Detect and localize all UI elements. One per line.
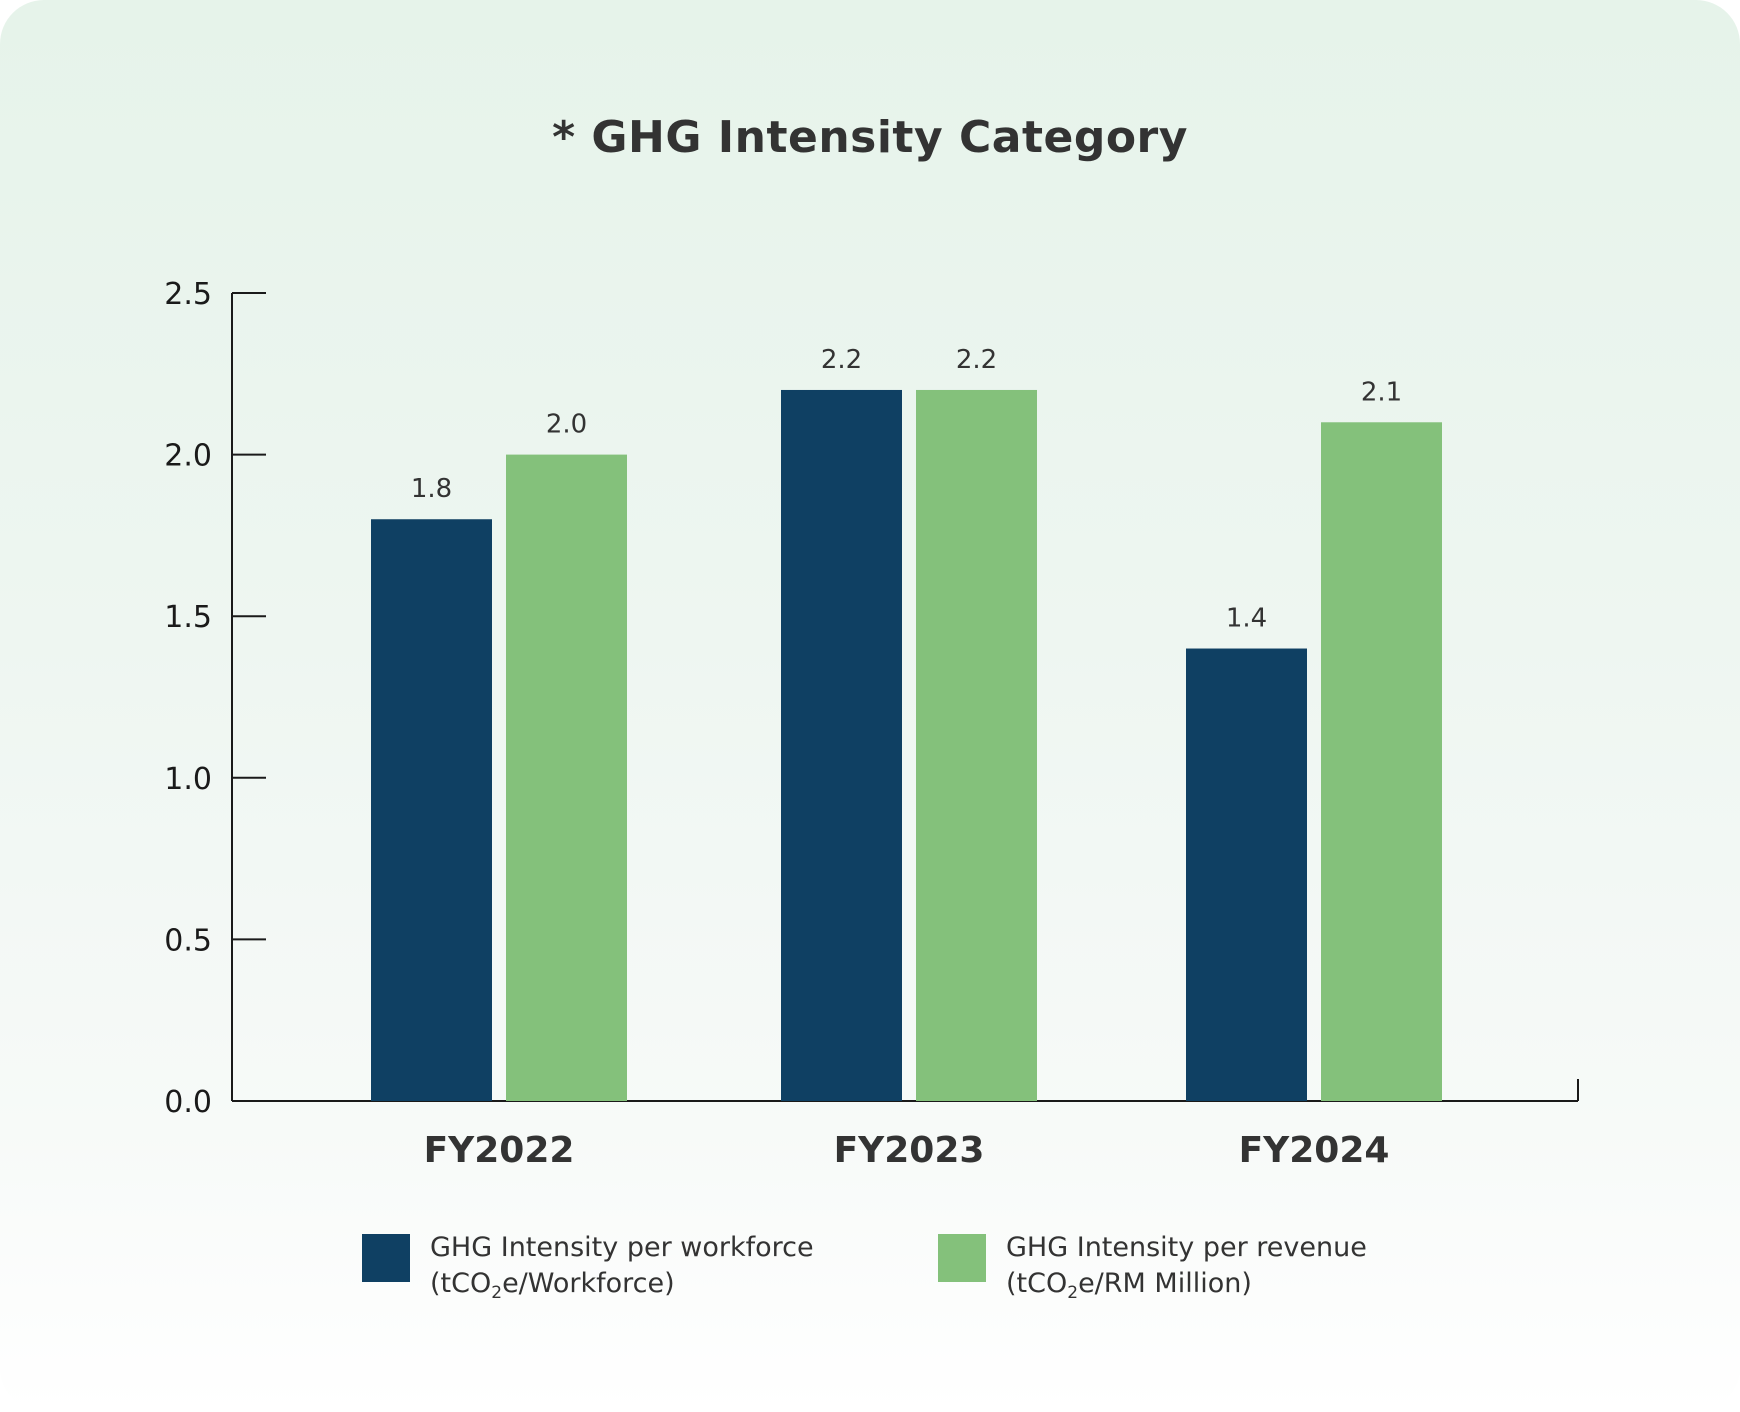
legend-label-revenue-line2: (tCO2e/RM Million) [1006, 1268, 1252, 1303]
bar-revenue-fy2022 [506, 454, 627, 1102]
y-tick-label: 1.5 [164, 600, 212, 635]
y-tick-label: 2.0 [164, 439, 212, 474]
bar-chart: 0.0 0.5 1.0 1.5 2.0 2.5 1.8 2.0 FY2022 2.2 2.2 FY20… [164, 277, 1579, 1171]
bar-workforce-fy2024 [1186, 648, 1307, 1101]
legend-swatch-workforce [362, 1234, 410, 1282]
y-tick-label: 1.0 [164, 762, 212, 797]
data-label: 2.2 [956, 345, 997, 375]
data-label: 1.8 [411, 474, 452, 504]
legend-label-workforce-line2: (tCO2e/Workforce) [430, 1268, 675, 1303]
legend: GHG Intensity per workforce (tCO2e/Workf… [0, 1230, 1740, 1310]
x-tick-label: FY2023 [834, 1130, 985, 1171]
y-tick-label: 0.5 [164, 923, 212, 958]
legend-label-revenue-line1: GHG Intensity per revenue [1006, 1232, 1367, 1263]
bar-revenue-fy2023 [916, 389, 1037, 1102]
legend-label-workforce-line1: GHG Intensity per workforce [430, 1232, 814, 1263]
bar-revenue-fy2024 [1321, 422, 1442, 1101]
bar-workforce-fy2023 [781, 389, 902, 1102]
x-tick-label: FY2022 [424, 1130, 575, 1171]
data-label: 2.1 [1361, 377, 1402, 407]
y-tick-label: 2.5 [164, 277, 212, 312]
bar-workforce-fy2022 [371, 519, 492, 1101]
data-label: 2.2 [821, 345, 862, 375]
data-label: 2.0 [546, 410, 587, 440]
chart-title: * GHG Intensity Category [552, 112, 1188, 163]
legend-swatch-revenue [938, 1234, 986, 1282]
x-tick-label: FY2024 [1239, 1130, 1390, 1171]
y-tick-label: 0.0 [164, 1085, 212, 1120]
data-label: 1.4 [1226, 604, 1267, 634]
